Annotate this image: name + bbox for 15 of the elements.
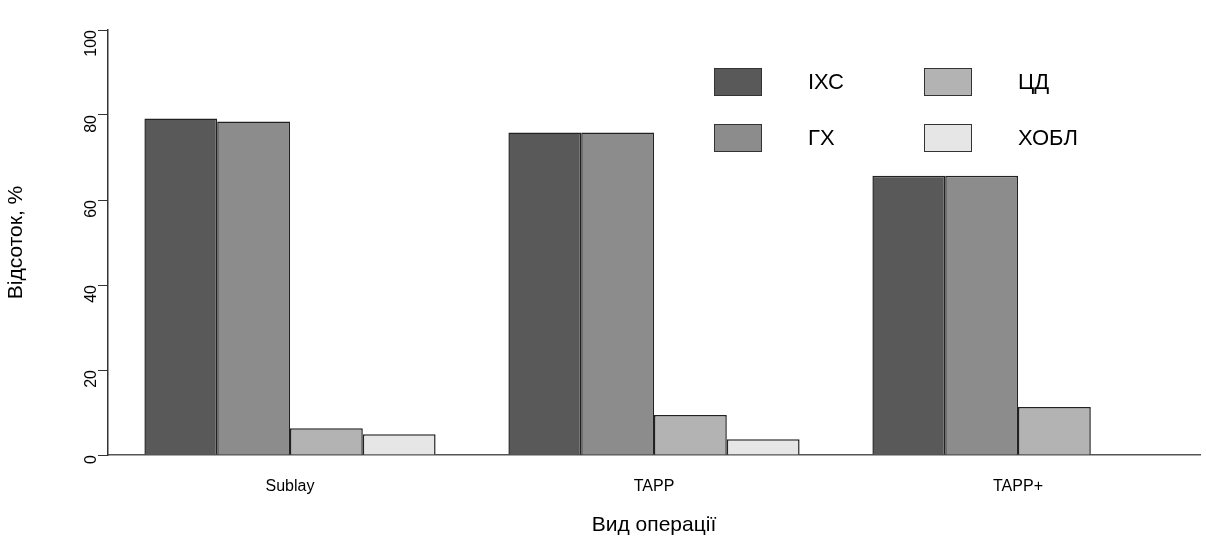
legend-label: ЦД	[1018, 68, 1050, 96]
y-tick-label: 60	[82, 199, 100, 218]
x-axis-title: Вид операції	[591, 512, 717, 536]
y-tick-label: 100	[82, 29, 100, 57]
y-axis-title: Відсоток, %	[3, 185, 27, 300]
y-tick-label: 80	[82, 114, 100, 133]
y-tick-label: 40	[82, 284, 100, 303]
x-tick-label: TAPP+	[993, 477, 1043, 495]
y-tick-label: 0	[82, 454, 100, 464]
x-tick-label: TAPP	[633, 477, 675, 495]
legend-label: ХОБЛ	[1018, 124, 1078, 152]
legend-label: ІХС	[808, 68, 844, 96]
y-tick-label: 20	[82, 369, 100, 388]
x-tick-label: Sublay	[265, 477, 315, 495]
legend-label: ГХ	[808, 124, 835, 152]
